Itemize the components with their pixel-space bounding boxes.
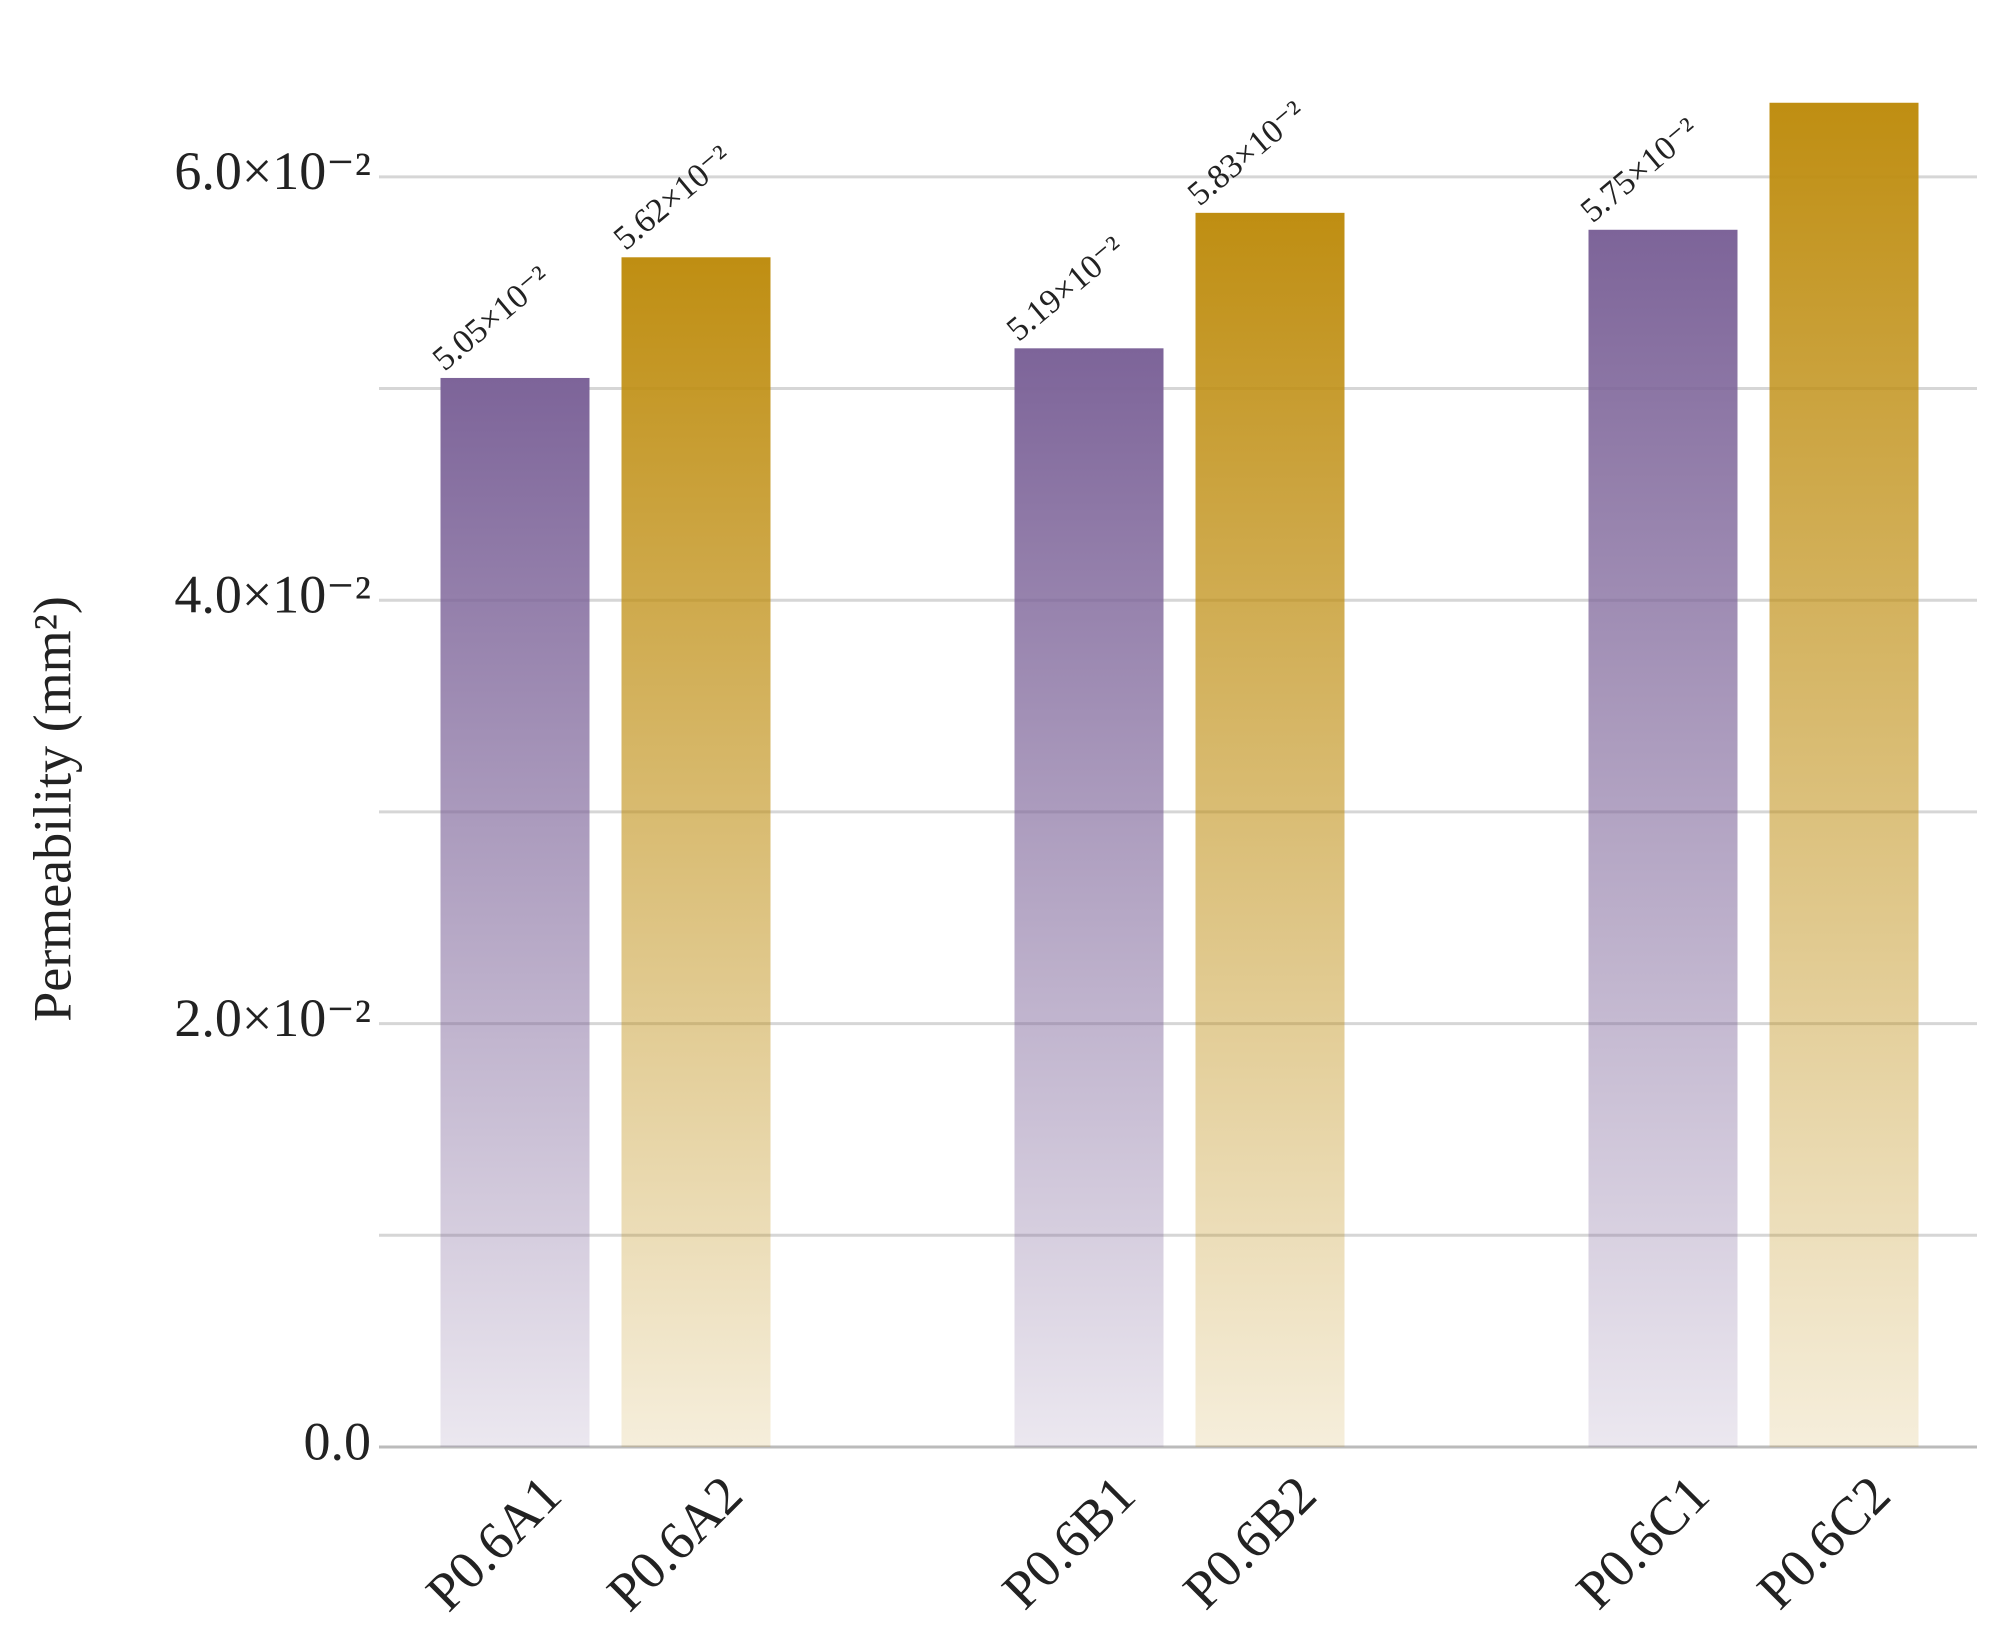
x-tick-label: P0.6A1 [415,1464,573,1622]
x-tick-label: P0.6C2 [1746,1464,1902,1620]
x-tick-label: P0.6A2 [596,1464,754,1622]
y-axis-title: Permeability (mm²) [22,596,82,1022]
value-label: 5.83×10⁻² [1181,94,1313,213]
x-tick-label: P0.6B2 [1172,1464,1328,1620]
bar [621,257,771,1447]
value-label: 5.19×10⁻² [1000,230,1132,349]
bar [1195,212,1345,1447]
y-tick-label: 0.0 [304,1411,372,1471]
bar [1769,102,1919,1447]
bar [440,377,590,1447]
value-label: 5.75×10⁻² [1574,111,1706,230]
y-tick-label: 6.0×10⁻² [174,141,371,201]
bar [1588,229,1738,1447]
y-tick-label: 2.0×10⁻² [174,988,371,1048]
x-tick-label: P0.6C1 [1565,1464,1721,1620]
x-tick-label: P0.6B1 [991,1464,1147,1620]
y-tick-label: 4.0×10⁻² [174,565,371,625]
value-label: 5.62×10⁻² [607,139,739,258]
bar [1014,348,1164,1448]
value-label: 5.05×10⁻² [426,259,558,378]
